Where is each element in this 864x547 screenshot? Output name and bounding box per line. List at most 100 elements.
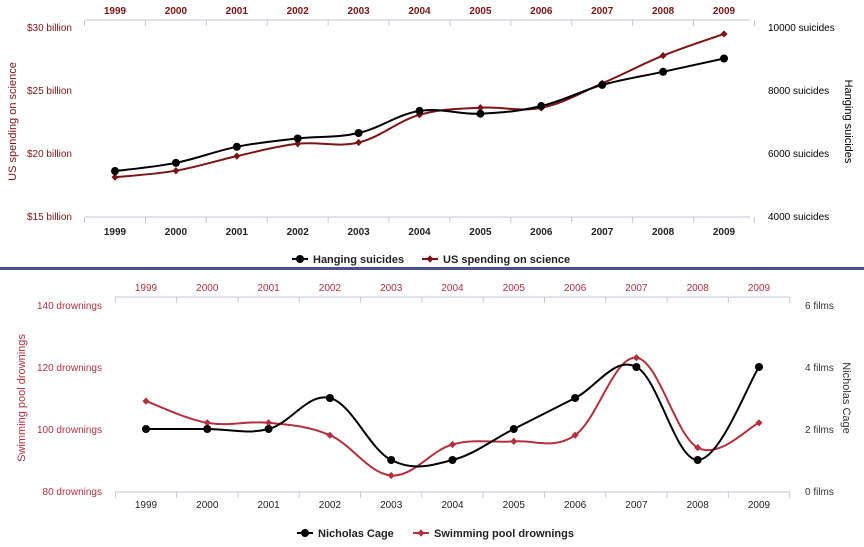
chart1-top-category-label: 2000 [165, 6, 188, 17]
chart1-top-category-label: 2008 [652, 6, 675, 17]
chart2-left-tick-label: 140 drownings [37, 301, 102, 312]
chart2-series-1-point [448, 456, 457, 464]
chart2-right-tick-label: 0 films [805, 487, 834, 498]
chart2-series-1-point [203, 425, 212, 433]
chart1-series-1-point [354, 128, 363, 137]
chart2-category-label: 2009 [748, 500, 771, 511]
chart1-top-category-label: 2009 [713, 6, 736, 17]
chart2-series-1-point [264, 425, 273, 433]
chart2-series-1-point [142, 425, 150, 433]
chart2-category-label: 2007 [625, 500, 648, 511]
chart1-legend-swatch-marker [426, 255, 434, 263]
chart1-category-label: 2001 [226, 227, 249, 238]
chart1-left-tick-label: $30 billion [27, 23, 72, 34]
chart2-left-tick-label: 80 drownings [43, 487, 102, 498]
chart2-series-2-point [142, 397, 150, 405]
chart2-category-label: 2006 [564, 500, 587, 511]
chart1-top-category-label: 2005 [469, 6, 492, 17]
chart1-top-category-label: 2003 [347, 6, 370, 17]
chart2-legend-swatch-marker [301, 529, 309, 537]
chart2-category-label: 2005 [503, 500, 526, 511]
chart2-category-label: 2000 [196, 500, 219, 511]
chart2-series-2-point [387, 471, 395, 480]
chart1-series-2-point [355, 138, 363, 147]
chart1-left-tick-label: $15 billion [27, 212, 72, 223]
chart1-legend-swatch-marker [296, 255, 304, 263]
chart2-category-label: 2004 [441, 500, 464, 511]
chart2-left-tick-label: 100 drownings [37, 425, 102, 436]
chart2-series-1-point [755, 363, 763, 371]
chart1-series-1-point [598, 80, 607, 89]
chart1-legend-label: Hanging suicides [313, 254, 404, 266]
chart2-legend-label: Nicholas Cage [318, 528, 394, 540]
chart1-series-1-point [232, 142, 241, 151]
chart2-series-2-point [203, 419, 211, 427]
chart1-series-1-point [415, 106, 424, 115]
chart1-top-category-label: 1999 [104, 6, 127, 17]
chart2-series-1-point [571, 394, 580, 402]
chart1-series-2-point [172, 167, 180, 175]
chart1-category-label: 2000 [165, 227, 188, 238]
chart2-series-2-point [632, 354, 640, 362]
chart2-legend-label: Swimming pool drownings [434, 528, 574, 540]
chart2-series-2-point [265, 419, 273, 427]
chart2-category-label: 2003 [380, 500, 403, 511]
chart2-top-category-label: 2006 [564, 283, 587, 294]
chart1-series-1-point [659, 67, 668, 76]
chart2-top-category-label: 2009 [748, 283, 771, 294]
chart1-series-1-point [293, 134, 302, 143]
chart2-right-tick-label: 2 films [805, 425, 834, 436]
chart1-top-category-label: 2004 [408, 6, 431, 17]
chart1-top-category-label: 2001 [226, 6, 249, 17]
chart1-series-2-point [476, 104, 484, 112]
chart2-right-axis-title: Nicholas Cage [840, 362, 852, 434]
chart2-series-1-point [693, 456, 702, 464]
chart2-series-1-point [387, 456, 396, 464]
chart1-right-tick-label: 4000 suicides [768, 212, 829, 223]
chart1-left-tick-label: $20 billion [27, 149, 72, 160]
chart2-top-category-label: 2004 [441, 283, 464, 294]
chart1-left-axis-title: US spending on science [7, 62, 19, 181]
chart2-top-category-label: 2008 [687, 283, 710, 294]
chart1-category-label: 2006 [530, 227, 553, 238]
chart2-right-tick-label: 4 films [805, 363, 834, 374]
chart2-series-2-point [694, 444, 702, 452]
chart2-legend-swatch-marker [417, 529, 425, 537]
chart-divider [0, 267, 864, 270]
chart2-category-label: 2002 [319, 500, 342, 511]
chart2-top-category-label: 2000 [196, 283, 219, 294]
chart1-top-category-label: 2006 [530, 6, 553, 17]
chart1-series-2-point [111, 173, 119, 181]
chart2-series-1-point [632, 363, 641, 371]
chart1-category-label: 2008 [652, 227, 675, 238]
chart2-series-2-point [326, 431, 334, 439]
chart1-top-category-label: 2007 [591, 6, 614, 17]
chart1-series-1-point [720, 54, 728, 63]
chart1-series-1-point [537, 102, 546, 111]
chart1-category-label: 2007 [591, 227, 614, 238]
chart2-series-2-point [755, 419, 763, 427]
chart2-left-tick-label: 120 drownings [37, 363, 102, 374]
chart1-category-label: 2009 [713, 227, 736, 238]
chart2-top-category-label: 1999 [135, 283, 158, 294]
chart1-category-label: 2002 [287, 227, 310, 238]
chart1-right-tick-label: 8000 suicides [768, 86, 829, 97]
chart2-category-label: 2008 [687, 500, 710, 511]
chart2-series-2-point [571, 431, 579, 439]
chart2-series-1-point [325, 394, 334, 402]
chart2-top-category-label: 2003 [380, 283, 403, 294]
chart1-series-2-point [233, 152, 241, 160]
chart1-top-category-label: 2002 [287, 6, 310, 17]
chart1-right-axis-title: Hanging suicides [842, 80, 854, 164]
chart2-right-tick-label: 6 films [805, 301, 834, 312]
chart1-series-1-point [111, 167, 119, 176]
chart1-category-label: 2003 [347, 227, 370, 238]
chart1-series-1-point [171, 158, 180, 167]
chart2-category-label: 2001 [257, 500, 280, 511]
chart1-series-2-point [720, 30, 728, 38]
chart2-top-category-label: 2007 [625, 283, 648, 294]
chart1-right-tick-label: 6000 suicides [768, 149, 829, 160]
chart2-top-category-label: 2005 [503, 283, 526, 294]
chart2-series-1-point [509, 425, 518, 433]
